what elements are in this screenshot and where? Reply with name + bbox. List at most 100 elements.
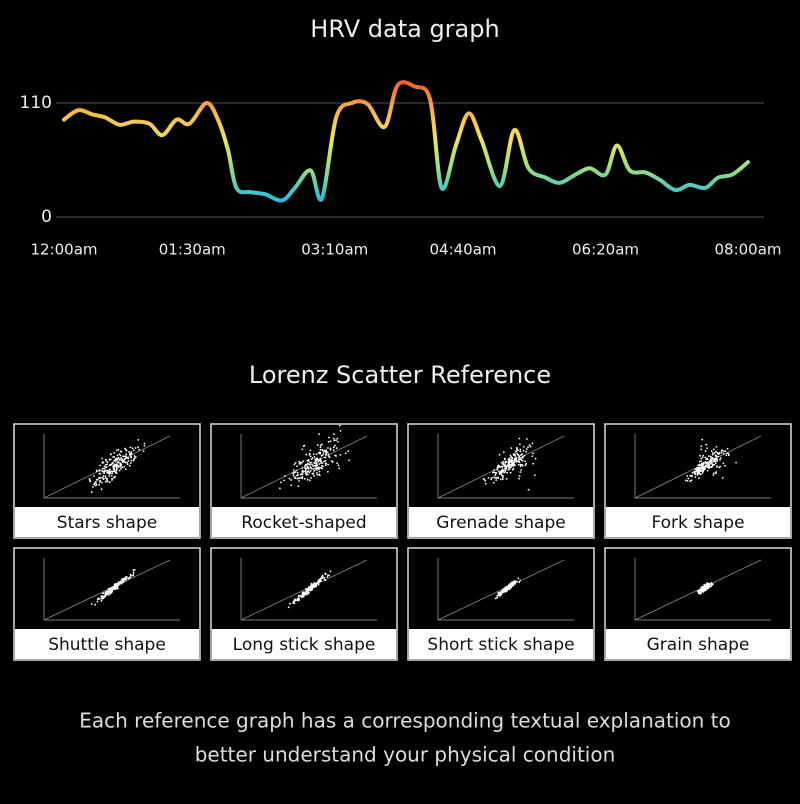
- scatter-dot: [301, 448, 304, 451]
- scatter-dot: [317, 460, 320, 463]
- scatter-dot: [502, 469, 505, 472]
- scatter-dot: [123, 466, 125, 468]
- scatter-dot: [308, 452, 311, 455]
- scatter-dot: [116, 463, 118, 466]
- scatter-dot: [511, 581, 513, 584]
- scatter-dot: [106, 480, 109, 483]
- scatter-dot: [143, 445, 146, 447]
- scatter-dot: [697, 470, 700, 473]
- hrv-line: [62, 80, 750, 203]
- scatter-dot: [327, 453, 330, 456]
- scatter-dot: [128, 464, 131, 467]
- scatter-dot: [292, 475, 295, 477]
- scatter-dot: [313, 456, 316, 458]
- scatter-dot: [130, 455, 132, 458]
- scatter-dot: [533, 474, 536, 476]
- scatter-dot: [313, 462, 316, 464]
- scatter-dot: [336, 437, 339, 440]
- scatter-dot: [712, 460, 715, 463]
- scatter-dot: [112, 477, 115, 479]
- scatter-dot: [127, 577, 130, 580]
- lorenz-card: Short stick shape: [407, 547, 595, 661]
- scatter-dot: [697, 472, 700, 475]
- scatter-dot: [304, 466, 306, 469]
- scatter-dot: [484, 479, 486, 482]
- scatter-dot: [125, 449, 128, 452]
- scatter-dot: [706, 585, 709, 587]
- y-tick-label: 0: [41, 207, 52, 227]
- scatter-dot: [298, 463, 301, 465]
- scatter-dot: [320, 462, 322, 464]
- scatter-dot: [113, 465, 115, 467]
- scatter-dot: [726, 452, 728, 455]
- scatter-dot: [494, 477, 497, 479]
- scatter-dot: [507, 461, 510, 463]
- scatter-dot: [339, 424, 341, 427]
- scatter-dot: [283, 479, 286, 482]
- scatter-dot: [300, 461, 303, 464]
- scatter-dot: [103, 472, 105, 475]
- scatter-dot: [513, 453, 516, 456]
- scatter-dot: [102, 592, 104, 595]
- scatter-dot: [329, 447, 332, 450]
- scatter-dot: [122, 455, 124, 458]
- scatter-dot: [705, 458, 708, 461]
- scatter-dot: [707, 461, 709, 464]
- scatter-dot: [301, 471, 304, 473]
- scatter-dot: [498, 465, 501, 468]
- scatter-dot: [302, 592, 305, 595]
- scatter-dot: [117, 582, 120, 585]
- scatter-dot: [104, 480, 107, 483]
- scatter-dot: [510, 447, 513, 449]
- scatter-dot: [726, 447, 729, 450]
- scatter-dot: [698, 477, 700, 480]
- section-title: Lorenz Scatter Reference: [249, 361, 551, 389]
- scatter-dot: [521, 456, 524, 459]
- scatter-dot: [701, 466, 703, 469]
- scatter-dot: [301, 477, 304, 480]
- lorenz-card: Long stick shape: [210, 547, 398, 661]
- scatter-dot: [496, 467, 499, 469]
- scatter-dot: [322, 452, 325, 454]
- scatter-dot: [308, 463, 311, 466]
- scatter-dot: [100, 488, 103, 491]
- scatter-dot: [713, 452, 716, 454]
- scatter-dot: [690, 479, 693, 482]
- scatter-dot: [101, 462, 104, 464]
- scatter-dot: [337, 441, 339, 443]
- scatter-dot: [129, 576, 132, 579]
- scatter-dot: [321, 443, 323, 446]
- scatter-dot: [137, 439, 140, 441]
- scatter-dot: [121, 458, 123, 461]
- scatter-dot: [334, 444, 336, 447]
- scatter-dot: [116, 587, 119, 590]
- scatter-dot: [519, 443, 521, 445]
- scatter-dot: [304, 468, 307, 471]
- scatter-dot: [309, 449, 312, 452]
- scatter-dot: [310, 477, 313, 479]
- scatter-dot: [506, 471, 508, 474]
- card-label: Fork shape: [651, 513, 744, 533]
- scatter-dot: [312, 472, 315, 475]
- scatter-dot: [304, 591, 307, 594]
- scatter-dot: [125, 453, 128, 456]
- scatter-dot: [329, 570, 332, 573]
- scatter-dot: [108, 593, 110, 596]
- scatter-dot: [98, 598, 101, 600]
- card-label: Rocket-shaped: [241, 513, 366, 533]
- scatter-dot: [711, 464, 714, 466]
- scatter-dot: [724, 464, 726, 467]
- scatter-dot: [532, 452, 534, 455]
- scatter-dot: [116, 454, 119, 457]
- scatter-dot: [493, 469, 495, 471]
- scatter-dot: [518, 475, 521, 477]
- scatter-dot: [296, 474, 298, 477]
- scatter-dot: [699, 588, 702, 591]
- scatter-dot: [517, 463, 520, 466]
- scatter-dot: [102, 467, 104, 470]
- scatter-dot: [134, 447, 137, 449]
- scatter-dot: [339, 430, 342, 432]
- scatter-dot: [716, 466, 718, 468]
- scatter-dot: [290, 484, 293, 486]
- scatter-dot: [525, 448, 528, 451]
